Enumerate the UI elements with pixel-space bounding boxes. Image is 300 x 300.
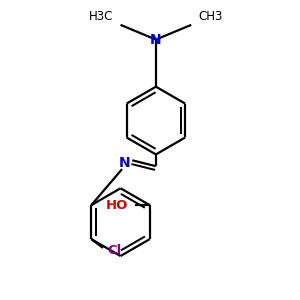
Text: Cl: Cl	[107, 244, 122, 257]
Text: CH3: CH3	[199, 11, 223, 23]
Text: N: N	[150, 33, 162, 46]
Text: HO: HO	[105, 199, 128, 212]
Text: H3C: H3C	[89, 11, 113, 23]
Text: N: N	[119, 156, 131, 170]
